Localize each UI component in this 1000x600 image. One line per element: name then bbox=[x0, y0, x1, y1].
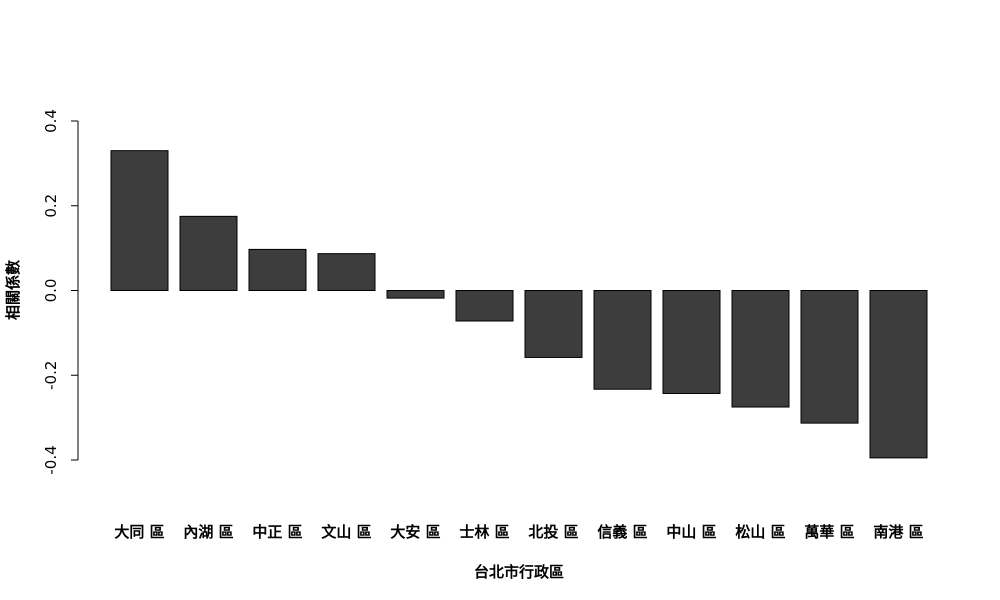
bar bbox=[662, 290, 721, 394]
y-axis-title: 相關係數 bbox=[4, 260, 22, 320]
x-tick-label: 大安 區 bbox=[390, 523, 440, 541]
bar bbox=[455, 290, 514, 322]
bars-group bbox=[110, 150, 928, 459]
y-tick-label: 0.2 bbox=[42, 194, 60, 218]
x-tick-labels: 大同 區 內湖 區 中正 區 文山 區 大安 區 士林 區 北投 區 信義 區 中山 區 松山 區… bbox=[114, 523, 923, 541]
bar bbox=[869, 290, 928, 459]
x-tick-label: 信義 區 bbox=[597, 523, 647, 541]
y-tick-label: 0.0 bbox=[42, 279, 60, 303]
x-tick-label: 松山 區 bbox=[735, 523, 785, 541]
bar bbox=[800, 290, 859, 424]
x-tick-label: 中正 區 bbox=[252, 523, 302, 541]
x-tick-label: 萬華 區 bbox=[804, 523, 854, 541]
y-tick-label: -0.2 bbox=[42, 361, 60, 390]
x-tick-label: 文山 區 bbox=[321, 523, 371, 541]
bar bbox=[731, 290, 790, 408]
y-axis: -0.4 -0.2 0.0 0.2 0.4 bbox=[42, 109, 79, 475]
y-tick-label: 0.4 bbox=[42, 109, 60, 133]
y-tick-label: -0.4 bbox=[42, 445, 60, 474]
bar bbox=[386, 290, 445, 299]
bar bbox=[593, 290, 652, 390]
x-tick-label: 北投 區 bbox=[528, 523, 578, 541]
bar bbox=[248, 248, 307, 292]
x-tick-label: 中山 區 bbox=[666, 523, 716, 541]
x-tick-label: 內湖 區 bbox=[183, 523, 233, 541]
bar bbox=[179, 215, 238, 291]
x-tick-label: 大同 區 bbox=[114, 523, 164, 541]
x-tick-label: 南港 區 bbox=[873, 523, 923, 541]
x-tick-label: 士林 區 bbox=[459, 523, 509, 541]
bar bbox=[317, 253, 376, 291]
bar bbox=[524, 290, 583, 358]
bar bbox=[110, 150, 169, 291]
x-axis-title: 台北市行政區 bbox=[474, 563, 564, 581]
